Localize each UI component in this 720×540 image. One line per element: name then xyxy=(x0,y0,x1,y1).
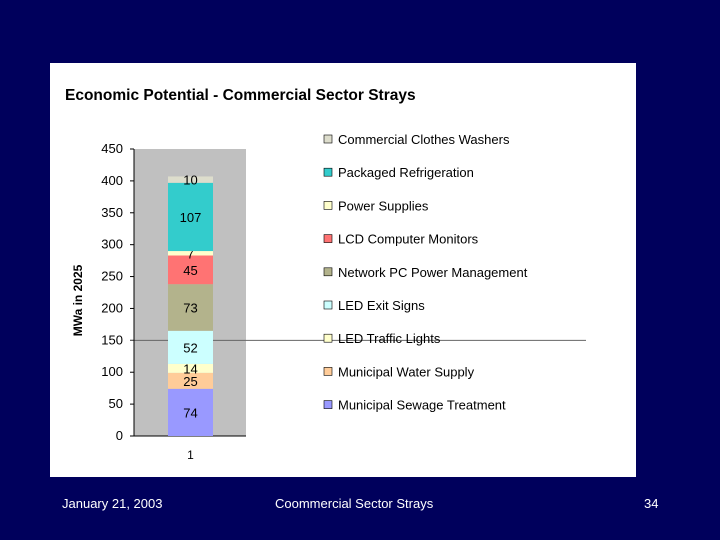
x-tick-label: 1 xyxy=(187,448,194,462)
data-label: 14 xyxy=(183,361,197,376)
bar-segment-1 xyxy=(168,388,213,436)
data-label: 74 xyxy=(183,405,197,420)
legend-swatch xyxy=(323,267,333,277)
y-axis-label: MWa in 2025 xyxy=(71,264,85,336)
chart-title: Economic Potential - Commercial Sector S… xyxy=(65,87,416,104)
bar-segment-6 xyxy=(168,255,213,285)
y-tick-label: 400 xyxy=(101,173,123,188)
y-tick-label: 150 xyxy=(101,332,123,347)
legend-swatch xyxy=(323,134,333,144)
legend-swatch xyxy=(323,201,333,210)
legend-swatch xyxy=(323,400,333,409)
legend-swatch xyxy=(323,367,333,376)
data-label: 107 xyxy=(180,210,202,225)
bar-segment-8 xyxy=(168,182,213,252)
y-tick-label: 0 xyxy=(116,428,123,443)
legend-label: Packaged Refrigeration xyxy=(338,165,474,180)
legend-swatch xyxy=(323,234,333,243)
chart-panel: Economic Potential - Commercial Sector S… xyxy=(50,63,636,477)
legend-swatch xyxy=(323,333,333,343)
y-tick-label: 100 xyxy=(101,364,123,379)
y-tick-label: 250 xyxy=(101,269,123,284)
bar-segment-2 xyxy=(168,372,213,389)
bar-segment-9 xyxy=(168,176,213,183)
bar-segment-5 xyxy=(168,284,213,331)
legend-label: LED Exit Signs xyxy=(338,298,425,313)
bar-segment-4 xyxy=(168,330,213,364)
bar-segment-3 xyxy=(168,363,213,373)
y-tick-label: 300 xyxy=(101,237,123,252)
legend-label: LED Traffic Lights xyxy=(338,331,441,346)
legend-swatch xyxy=(323,300,333,310)
data-label: 45 xyxy=(183,263,197,278)
data-label: 7 xyxy=(187,246,194,261)
page-number: 34 xyxy=(644,496,659,511)
bar-segment-7 xyxy=(168,251,213,256)
footer-title: Coommercial Sector Strays xyxy=(275,496,434,511)
data-label: 25 xyxy=(183,374,197,389)
data-label: 73 xyxy=(183,300,197,315)
legend-label: Municipal Water Supply xyxy=(338,364,475,379)
y-tick-label: 50 xyxy=(109,396,123,411)
data-label: 52 xyxy=(183,340,197,355)
y-tick-label: 350 xyxy=(101,205,123,220)
data-label: 10 xyxy=(183,173,197,188)
y-tick-label: 450 xyxy=(101,141,123,156)
legend-label: LCD Computer Monitors xyxy=(338,232,479,247)
footer-date: January 21, 2003 xyxy=(62,496,163,511)
y-tick-label: 200 xyxy=(101,300,123,315)
legend-label: Network PC Power Management xyxy=(338,265,528,280)
legend-label: Municipal Sewage Treatment xyxy=(338,398,506,413)
legend-label: Commercial Clothes Washers xyxy=(338,132,510,147)
legend-swatch xyxy=(323,167,333,177)
stacked-bar-chart: 0 50 100 150 200 250 300 350 400 450 MWa in 2025 1 7… xyxy=(71,132,586,462)
legend-label: Power Supplies xyxy=(338,198,429,213)
